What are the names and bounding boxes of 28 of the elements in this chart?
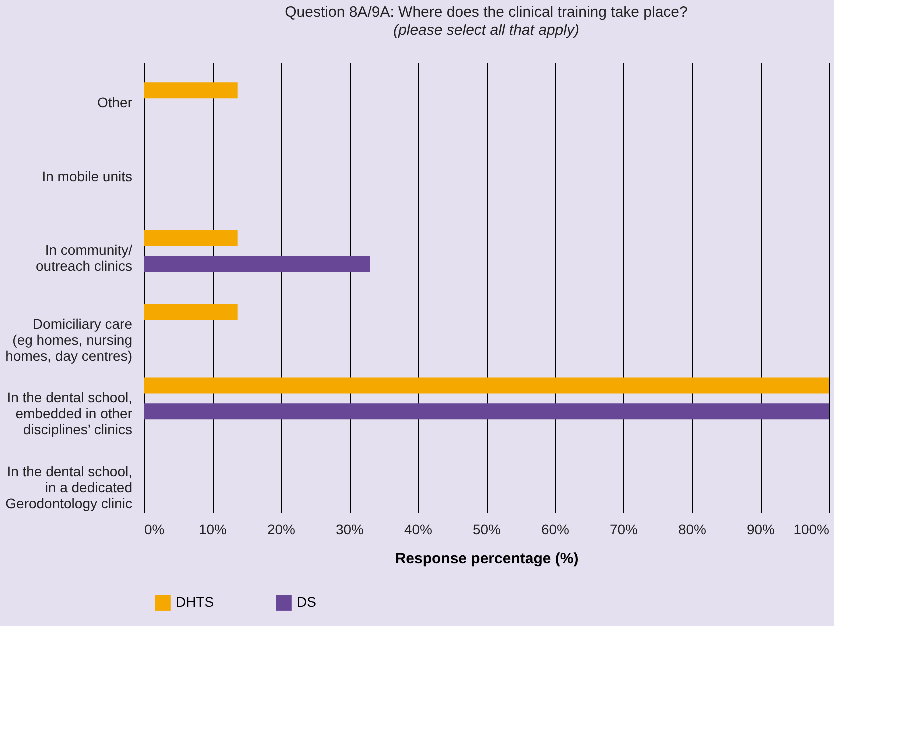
chart-subtitle: (please select all that apply) xyxy=(394,22,580,39)
x-tick-label: 40% xyxy=(404,522,433,538)
y-tick-label: In mobile units xyxy=(42,168,132,184)
legend-label: DS xyxy=(297,594,316,610)
bar xyxy=(144,378,829,394)
bar xyxy=(144,82,238,99)
x-tick-label: 60% xyxy=(541,522,570,538)
x-tick-label: 30% xyxy=(336,522,364,538)
y-tick-label: In the dental school, embedded in other disciplines’ clinics xyxy=(7,390,133,438)
bar xyxy=(144,404,829,420)
x-tick-label: 20% xyxy=(267,522,296,538)
x-tick-label: 0% xyxy=(144,522,165,538)
bar xyxy=(144,304,238,320)
x-tick-label: 50% xyxy=(472,522,502,538)
chart-title: Question 8A/9A: Where does the clinical training take place? xyxy=(285,4,688,21)
y-tick-label: Other xyxy=(97,94,133,111)
x-tick-label: 80% xyxy=(678,522,707,538)
legend-label: DHTS xyxy=(176,594,214,610)
bar xyxy=(144,256,370,272)
y-tick-label: Domiciliary care (eg homes, nursing homes, day centres) xyxy=(6,316,133,364)
x-tick-label: 70% xyxy=(610,522,638,538)
bar xyxy=(144,230,238,246)
y-tick-label: In community/ outreach clinics xyxy=(36,242,133,274)
y-tick-label: In the dental school, in a dedicated Gerodontology clinic xyxy=(6,463,132,512)
x-tick-label: 100% xyxy=(794,522,830,538)
x-axis-title: Response percentage (%) xyxy=(395,550,579,568)
x-tick-label: 90% xyxy=(746,522,776,538)
x-tick-label: 10% xyxy=(198,522,228,538)
